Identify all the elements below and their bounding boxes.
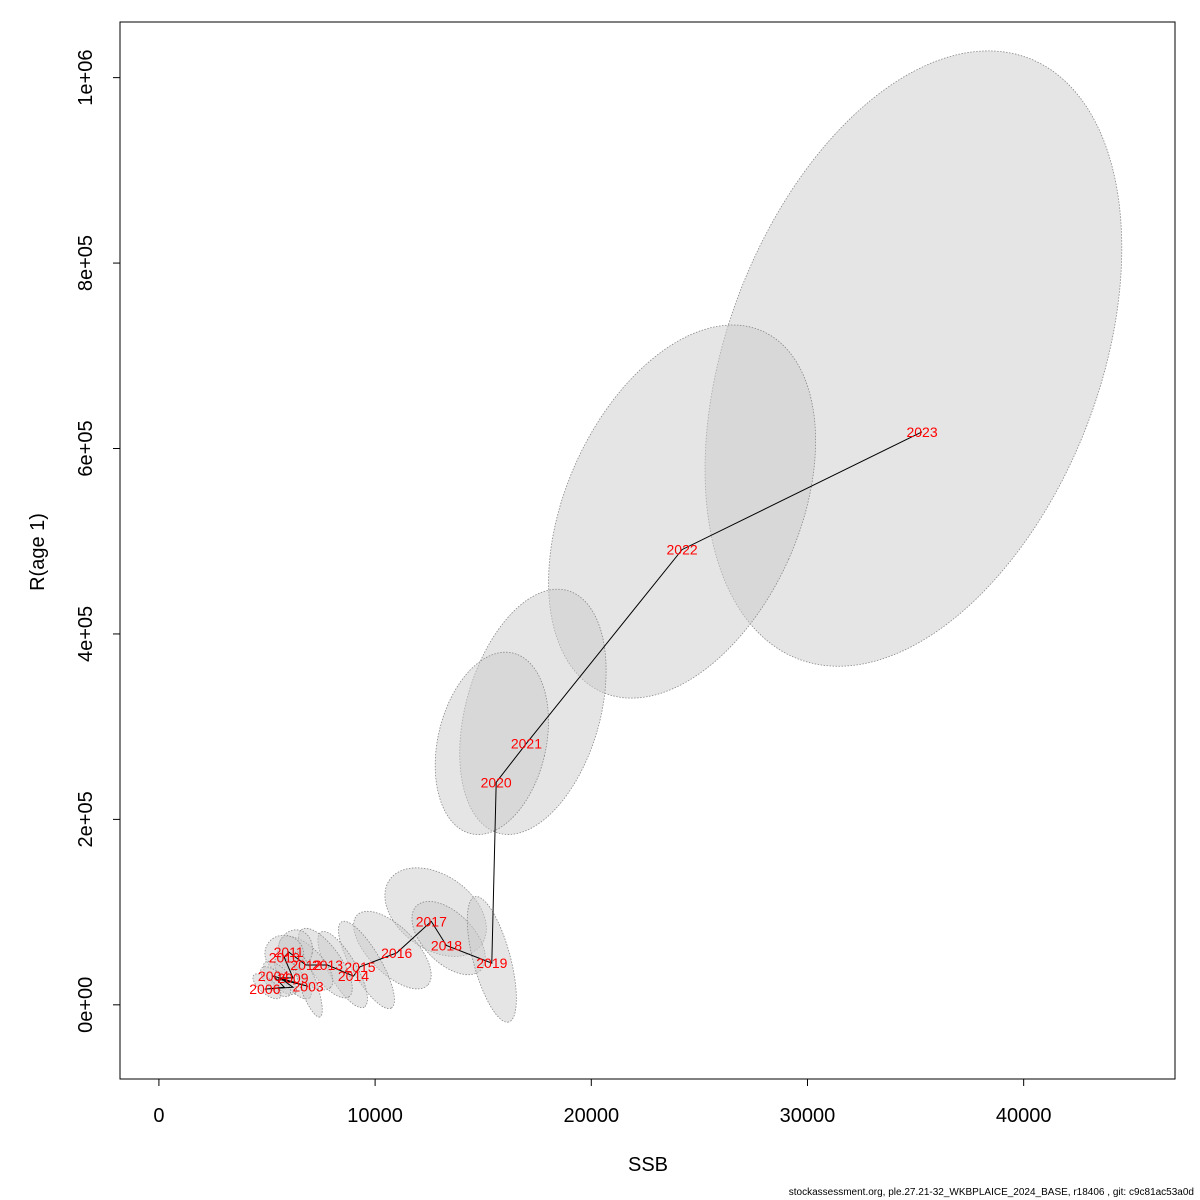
confidence-ellipse-2023 [704, 50, 1123, 667]
confidence-ellipse-2020 [434, 651, 549, 835]
x-tick-label: 40000 [996, 1105, 1052, 1127]
y-tick-label: 6e+05 [75, 420, 97, 476]
year-label-2004: 2004 [258, 968, 289, 984]
year-label-2022: 2022 [667, 542, 698, 558]
x-axis: 0 10000 20000 30000 40000 [153, 1078, 1052, 1127]
confidence-ellipse-2003 [293, 951, 323, 1018]
x-tick-label: 30000 [780, 1105, 836, 1127]
confidence-ellipse-2022 [548, 324, 817, 699]
year-label-2021: 2021 [511, 735, 542, 751]
y-tick-label: 4e+05 [75, 606, 97, 662]
y-tick-label: 2e+05 [75, 791, 97, 847]
y-tick-label: 8e+05 [75, 235, 97, 291]
x-tick-label: 20000 [563, 1105, 619, 1127]
x-tick-label: 0 [153, 1105, 164, 1127]
y-tick-label: 0e+00 [75, 977, 97, 1033]
confidence-ellipse-2006 [252, 973, 282, 1000]
x-axis-title: SSB [628, 1154, 668, 1176]
y-axis: 0e+00 2e+05 4e+05 6e+05 8e+05 1e+06 [75, 50, 121, 1033]
year-label-2020: 2020 [481, 774, 512, 790]
year-label-2017: 2017 [416, 913, 447, 929]
year-label-2016: 2016 [381, 945, 412, 961]
year-label-2009: 2009 [277, 970, 308, 986]
footer-source-note: stockassessment.org, ple.27.21-32_WKBPLA… [788, 1187, 1194, 1198]
year-label-2012: 2012 [290, 957, 321, 973]
x-tick-label: 10000 [347, 1105, 403, 1127]
year-label-2014: 2014 [338, 968, 369, 984]
year-label-2019: 2019 [476, 955, 507, 971]
year-label-2010: 2010 [269, 950, 300, 966]
y-tick-label: 1e+06 [75, 50, 97, 106]
year-label-2013: 2013 [312, 957, 343, 973]
confidence-ellipse-2016 [353, 910, 432, 990]
year-label-2023: 2023 [906, 424, 937, 440]
year-label-2018: 2018 [431, 937, 462, 953]
year-label-2006: 2006 [249, 981, 280, 997]
year-label-2011: 2011 [274, 944, 304, 960]
year-label-2003: 2003 [293, 978, 324, 994]
confidence-ellipses [252, 50, 1123, 1023]
year-label-2015: 2015 [344, 959, 375, 975]
confidence-ellipse-2002 [260, 966, 292, 998]
trajectory-line [264, 431, 923, 990]
y-axis-title: R(age 1) [27, 513, 49, 591]
